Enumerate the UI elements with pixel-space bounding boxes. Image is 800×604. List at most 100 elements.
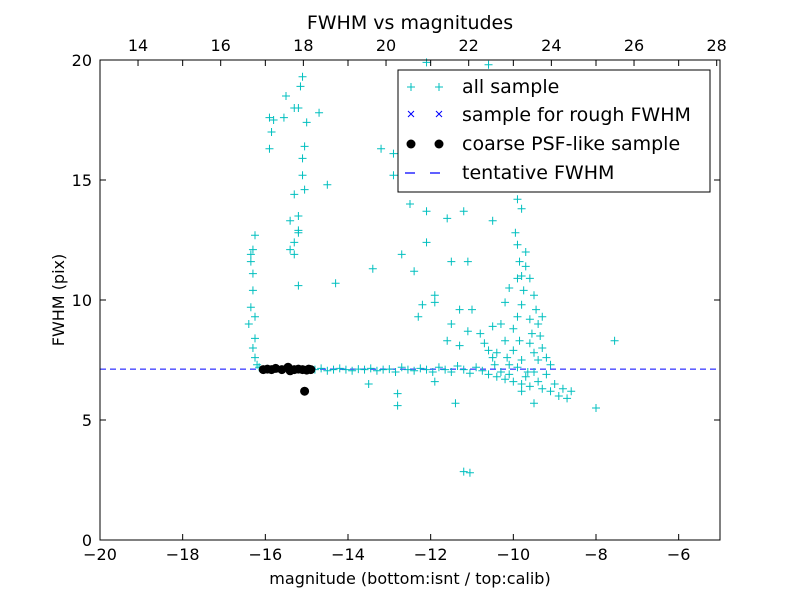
all-sample-point — [517, 204, 526, 213]
all-sample-point — [521, 262, 530, 271]
all-sample-point — [534, 356, 543, 364]
all-sample-point — [538, 384, 547, 393]
all-sample-point — [534, 377, 543, 386]
legend-label: all sample — [462, 76, 559, 98]
all-sample-point — [517, 387, 526, 396]
all-sample-point — [525, 315, 534, 324]
all-sample-point — [538, 344, 547, 352]
x-tick-label: −6 — [667, 545, 691, 564]
all-sample-point — [496, 368, 505, 376]
all-sample-point — [315, 108, 324, 117]
all-sample-point — [443, 214, 452, 223]
all-sample-point — [300, 142, 309, 151]
all-sample-point — [298, 171, 307, 180]
all-sample-point — [558, 384, 567, 393]
all-sample-point — [290, 250, 299, 259]
all-sample-point — [480, 339, 489, 348]
all-sample-point — [317, 364, 326, 373]
all-sample-point — [331, 279, 340, 288]
all-sample-point — [488, 216, 497, 225]
all-sample-point — [465, 369, 474, 378]
top-x-tick-label: 26 — [624, 36, 644, 55]
all-sample-point — [447, 257, 456, 266]
all-sample-point — [422, 238, 431, 247]
x-tick-label: −14 — [331, 545, 365, 564]
all-sample-point — [251, 334, 259, 343]
all-sample-point — [251, 312, 259, 321]
all-sample-point — [296, 82, 305, 91]
top-x-tick-label: 20 — [376, 36, 396, 55]
all-sample-point — [248, 245, 257, 254]
all-sample-point — [521, 248, 530, 256]
top-x-tick-label: 14 — [128, 36, 148, 55]
all-sample-point — [455, 341, 464, 350]
psf-sample-point — [306, 365, 316, 375]
top-x-tick-label: 16 — [211, 36, 231, 55]
all-sample-point — [511, 228, 520, 237]
all-sample-point — [294, 281, 303, 290]
all-sample-point — [265, 144, 274, 153]
all-sample-point — [519, 286, 528, 295]
all-sample-point — [542, 353, 551, 362]
all-sample-point — [447, 368, 456, 376]
all-sample-point — [397, 250, 406, 259]
all-sample-point — [267, 128, 276, 136]
all-sample-point — [538, 312, 547, 321]
all-sample-point — [298, 154, 307, 163]
all-sample-point — [513, 363, 522, 372]
y-tick-label: 10 — [72, 291, 92, 310]
all-sample-point — [323, 366, 332, 375]
all-sample-point — [521, 372, 530, 381]
all-sample-point — [279, 113, 288, 122]
all-sample-point — [490, 360, 499, 369]
all-sample-point — [455, 305, 464, 314]
all-sample-point — [546, 360, 555, 369]
all-sample-point — [248, 269, 257, 278]
all-sample-point — [443, 336, 452, 345]
top-x-tick-label: 28 — [707, 36, 727, 55]
all-sample-point — [554, 392, 563, 400]
all-sample-point — [459, 207, 468, 216]
legend-item-psf-sample: coarse PSF-like sample — [406, 133, 680, 155]
all-sample-point — [532, 305, 541, 314]
all-sample-point — [430, 291, 439, 300]
all-sample-point — [517, 272, 526, 280]
legend-label: coarse PSF-like sample — [462, 133, 680, 155]
all-sample-point — [406, 200, 414, 208]
all-sample-point — [389, 149, 398, 158]
all-sample-point — [298, 72, 307, 81]
all-sample-point — [414, 312, 423, 321]
all-sample-point — [286, 216, 295, 225]
all-sample-point — [530, 399, 538, 408]
y-axis-label: FWHM (pix) — [49, 254, 68, 347]
all-sample-point — [488, 322, 497, 331]
all-sample-point — [364, 380, 373, 388]
all-sample-point — [430, 298, 439, 307]
x-tick-label: −12 — [414, 545, 448, 564]
all-sample-point — [290, 238, 299, 247]
all-sample-point — [527, 329, 536, 338]
all-sample-point — [525, 382, 534, 391]
all-sample-point — [503, 353, 512, 362]
all-sample-point — [372, 366, 381, 375]
all-sample-point — [246, 250, 255, 259]
legend-x-marker — [407, 110, 443, 118]
all-sample-point — [505, 370, 514, 379]
all-sample-point — [282, 92, 290, 100]
all-sample-point — [290, 190, 299, 199]
all-sample-point — [517, 356, 526, 364]
all-sample-point — [501, 298, 510, 307]
legend-item-all-sample: all sample — [407, 76, 559, 98]
all-sample-point — [523, 368, 532, 376]
all-sample-point — [463, 327, 472, 336]
y-tick-label: 0 — [82, 531, 92, 550]
all-sample-point — [465, 468, 474, 477]
all-sample-point — [269, 116, 278, 124]
legend-item-tentative-fwhm: tentative FWHM — [405, 162, 614, 184]
all-sample-point — [422, 207, 431, 216]
all-sample-point — [389, 171, 398, 180]
all-sample-point — [410, 267, 419, 276]
all-sample-point — [393, 389, 402, 398]
all-sample-point — [453, 362, 462, 370]
